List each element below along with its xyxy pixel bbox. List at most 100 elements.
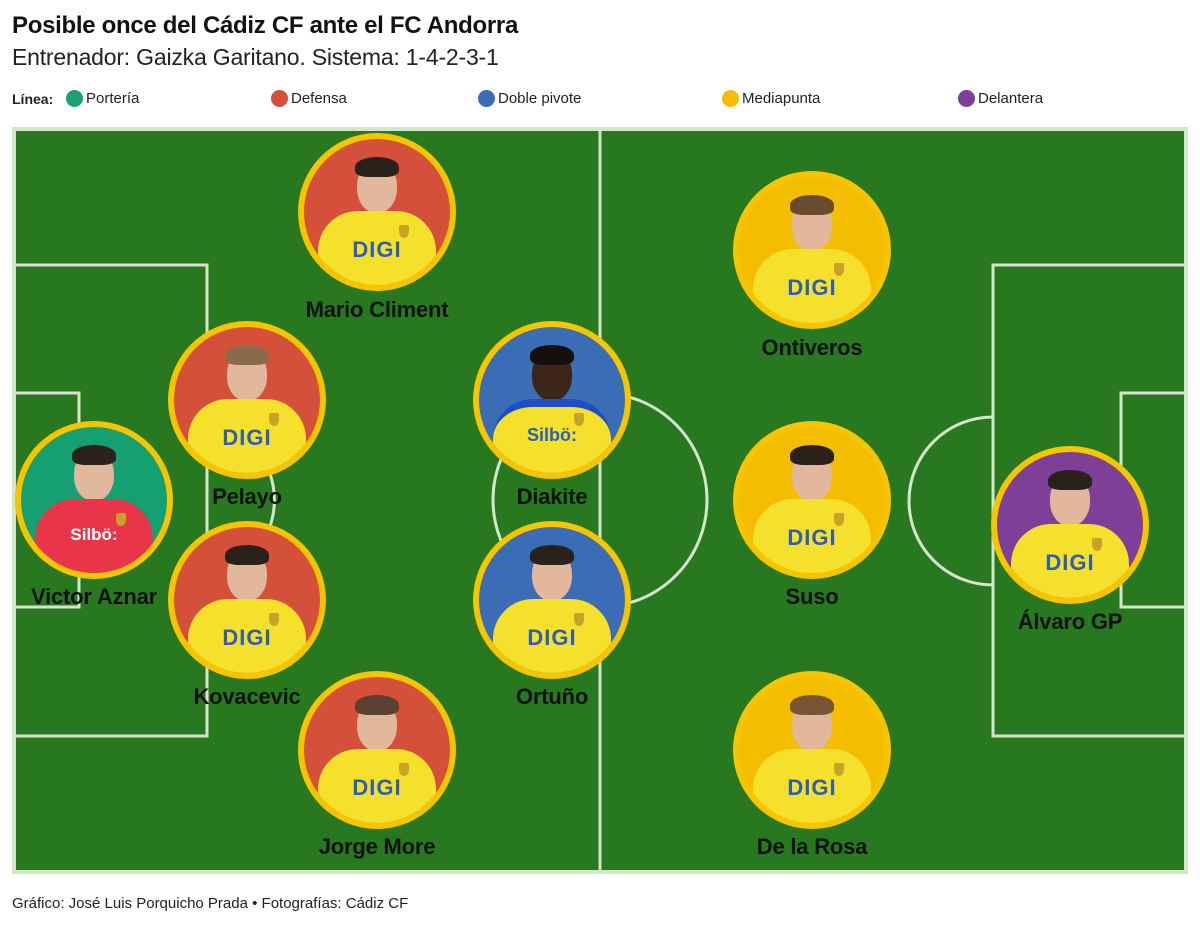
legend-item-doble-pivote: Doble pivote [478,90,581,107]
player-avatar: DIGI [168,321,326,479]
player-shirt [318,749,436,823]
player-avatar: DIGI [733,171,891,329]
legend-item-label: Delantera [978,90,1044,107]
shirt-sponsor: DIGI [787,525,837,550]
shirt-sponsor: DIGI [352,775,402,800]
player-card-jorge-more: DIGI Jorge More [297,671,457,859]
player-name: De la Rosa [756,834,868,859]
club-crest-icon [834,763,844,776]
legend-dot-icon [722,90,739,107]
legend-dot-icon [66,90,83,107]
player-shirt [753,499,871,573]
legend-item-mediapunta: Mediapunta [722,90,820,107]
player-card-diakite: Silbö: Diakite [472,321,632,509]
player-avatar: DIGI [298,671,456,829]
club-crest-icon [834,263,844,276]
shirt-sponsor: DIGI [787,775,837,800]
player-hair [1048,470,1092,490]
player-name: Diakite [516,484,588,509]
legend-item-delantera: Delantera [958,90,1043,107]
player-name: Ortuño [515,684,589,709]
legend-dot-icon [478,90,495,107]
club-crest-icon [574,413,584,426]
player-shirt [318,211,436,285]
player-photo: DIGI [174,327,320,473]
player-shirt [493,599,611,673]
legend-dot-icon [271,90,288,107]
player-hair [225,345,269,365]
player-name: Ontiveros [761,335,863,360]
player-card-suso: DIGI Suso [732,421,892,609]
player-photo: DIGI [479,527,625,673]
legend-item-label: Mediapunta [742,90,821,107]
player-shirt [753,249,871,323]
player-shirt [493,399,611,473]
legend-item-label: Doble pivote [498,90,582,107]
player-photo: DIGI [739,427,885,573]
player-card-ontiveros: DIGI Ontiveros [732,171,892,360]
player-name: Jorge More [318,834,436,859]
club-crest-icon [1092,538,1102,551]
player-avatar: DIGI [733,671,891,829]
player-avatar: DIGI [298,133,456,291]
player-avatar: DIGI [991,446,1149,604]
player-hair [225,545,269,565]
player-photo: DIGI [739,177,885,323]
player-hair [355,157,399,177]
football-pitch [12,127,1188,874]
player-name: Álvaro GP [1017,609,1123,634]
shirt-sponsor: Silbö: [70,525,118,544]
player-hair [530,345,574,365]
player-name: Mario Climent [305,297,449,322]
player-card-victor-aznar: Silbö: Victor Aznar [14,421,174,609]
player-card-mario-climent: DIGI Mario Climent [297,133,457,322]
player-shirt [753,749,871,823]
player-photo: Silbö: [479,327,625,473]
player-name: Pelayo [212,484,282,509]
player-card-de-la-rosa: DIGI De la Rosa [732,671,892,859]
player-hair [790,695,834,715]
shirt-sponsor: DIGI [787,275,837,300]
club-crest-icon [116,513,126,526]
club-crest-icon [574,613,584,626]
player-shirt [188,599,306,673]
shirt-sponsor: DIGI [352,237,402,262]
club-crest-icon [399,763,409,776]
club-crest-icon [399,225,409,238]
player-card-kovacevic: DIGI Kovacevic [167,521,327,709]
player-photo: DIGI [304,139,450,285]
player-shirt [188,399,306,473]
player-hair [790,445,834,465]
player-avatar: Silbö: [473,321,631,479]
player-card-alvaro-gp: DIGI Álvaro GP [990,446,1150,634]
player-shirt [1011,524,1129,598]
player-hair [355,695,399,715]
legend: Línea: Portería Defensa Doble pivote Med… [12,90,1188,110]
shirt-sponsor: DIGI [527,625,577,650]
player-card-ortuno: DIGI Ortuño [472,521,632,709]
player-photo: DIGI [997,452,1143,598]
player-shirt [35,499,153,573]
player-photo: Silbö: [21,427,167,573]
club-crest-icon [269,413,279,426]
player-card-pelayo: DIGI Pelayo [167,321,327,509]
shirt-sponsor: DIGI [1045,550,1095,575]
legend-item-label: Defensa [291,90,347,107]
player-photo: DIGI [304,677,450,823]
player-avatar: DIGI [733,421,891,579]
club-crest-icon [269,613,279,626]
player-name: Victor Aznar [31,584,157,609]
player-photo: DIGI [739,677,885,823]
player-avatar: DIGI [473,521,631,679]
player-name: Kovacevic [193,684,301,709]
legend-item-porteria: Portería [66,90,139,107]
chart-subtitle: Entrenador: Gaizka Garitano. Sistema: 1-… [12,44,499,70]
player-name: Suso [785,584,839,609]
legend-item-label: Portería [86,90,140,107]
player-photo: DIGI [174,527,320,673]
legend-item-defensa: Defensa [271,90,347,107]
chart-title: Posible once del Cádiz CF ante el FC And… [12,12,518,39]
shirt-sponsor: Silbö: [527,425,577,445]
shirt-sponsor: DIGI [222,625,272,650]
player-hair [72,445,116,465]
